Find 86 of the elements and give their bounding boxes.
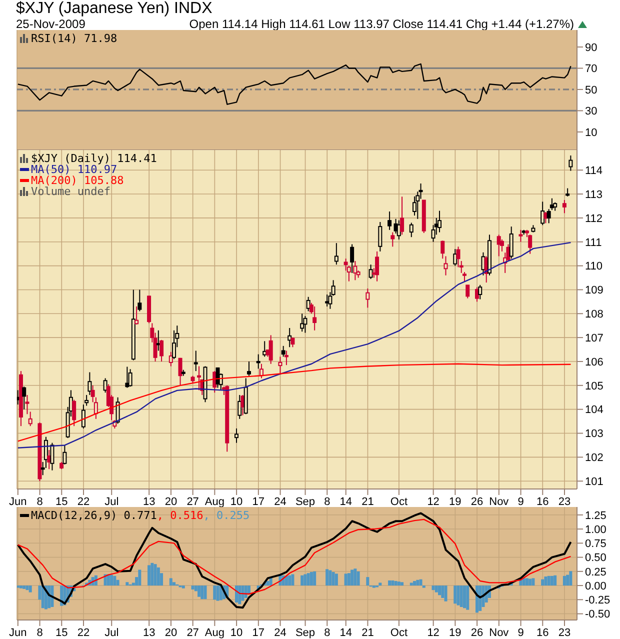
x-tick-label: Nov — [489, 496, 510, 508]
x-tick-label: Sep — [295, 626, 316, 639]
x-tick-label: 20 — [164, 626, 178, 639]
x-tick-label: 24 — [274, 496, 286, 508]
y-tick-label: 110 — [585, 260, 603, 273]
x-tick-label: 23 — [558, 496, 571, 508]
x-tick-label: 21 — [362, 496, 374, 508]
x-tick-label: 17 — [252, 496, 265, 508]
x-tick-label: 8 — [36, 496, 43, 508]
y-tick-label: 0.00 — [585, 580, 606, 592]
x-tick-label: 13 — [142, 626, 156, 639]
x-tick-label: 13 — [142, 496, 156, 508]
x-tick-label: 14 — [340, 626, 352, 639]
text: , 0.255 — [203, 509, 250, 522]
x-tick-label: 27 — [186, 626, 199, 639]
y-tick-label: 109 — [585, 284, 604, 297]
x-tick-label: Aug — [204, 626, 224, 639]
text: $XJY (Daily) 114.41 — [31, 152, 157, 165]
legend-label: MACD(12,26,9) 0.771 — [31, 509, 157, 522]
annotation: Open 114.14 High 114.61 Low 113.97 Close 114.41 Chg +1.44 (+1.27%) — [189, 17, 574, 31]
y-tick-label: 104 — [585, 404, 604, 416]
x-tick-label: 15 — [56, 626, 68, 639]
chart-title: $XJY (Japanese Yen) INDX — [16, 0, 212, 18]
y-tick-label: 106 — [585, 356, 604, 368]
x-tick-label: 9 — [518, 496, 524, 508]
x-tick-label: 22 — [77, 626, 90, 639]
series-label: , 0.516 — [156, 509, 204, 522]
x-tick-label: 16 — [536, 496, 549, 508]
legend-label: MA(50) 110.97 — [31, 163, 118, 176]
y-tick-label: 105 — [585, 380, 604, 392]
x-tick-label: 8 — [324, 496, 330, 508]
y-tick-label: 50 — [585, 84, 598, 96]
x-tick-label: 17 — [252, 626, 265, 639]
y-tick-label: 10 — [585, 126, 598, 139]
y-tick-label: -0.25 — [585, 594, 610, 607]
y-tick-label: 1.25 — [585, 510, 606, 522]
x-tick-label: 12 — [427, 496, 440, 508]
x-tick-label: 27 — [186, 496, 199, 508]
y-tick-label: 112 — [585, 212, 603, 225]
y-tick-label: -0.50 — [585, 608, 610, 621]
x-tick-label: Sep — [295, 496, 316, 508]
chart-subtitle: 25-Nov-2009 — [16, 17, 86, 31]
x-tick-label: 14 — [340, 496, 352, 508]
x-tick-label: 19 — [449, 626, 462, 639]
x-tick-label: 10 — [230, 626, 243, 639]
y-tick-label: 30 — [585, 106, 598, 118]
x-tick-label: 23 — [558, 626, 571, 639]
x-tick-label: 10 — [230, 496, 243, 508]
x-tick-label: Oct — [390, 626, 408, 639]
x-tick-label: Oct — [390, 496, 408, 508]
x-tick-label: Jul — [104, 496, 119, 508]
x-tick-label: Nov — [489, 626, 510, 639]
legend-label: MA(200) 105.88 — [31, 174, 124, 187]
x-tick-label: Jun — [9, 626, 27, 639]
y-tick-label: 108 — [585, 308, 604, 321]
x-tick-label: 9 — [518, 626, 524, 639]
x-tick-label: 15 — [56, 496, 68, 508]
y-tick-label: 107 — [585, 332, 604, 344]
y-tick-label: 0.75 — [585, 538, 606, 550]
x-tick-label: 21 — [362, 626, 374, 639]
x-tick-label: 26 — [470, 496, 484, 508]
x-tick-label: 8 — [36, 626, 43, 639]
y-tick-label: 103 — [585, 428, 604, 440]
y-tick-label: 90 — [585, 42, 598, 54]
x-tick-label: Jul — [104, 626, 119, 639]
y-tick-label: 101 — [585, 476, 604, 488]
x-tick-label: 24 — [274, 626, 286, 639]
x-tick-label: 12 — [427, 626, 440, 639]
x-tick-label: 20 — [164, 496, 178, 508]
y-tick-label: 111 — [585, 236, 602, 249]
x-tick-label: 22 — [77, 496, 90, 508]
x-tick-label: Aug — [204, 496, 224, 508]
y-tick-label: 114 — [585, 165, 603, 177]
y-tick-label: 1.00 — [585, 524, 606, 536]
y-tick-label: 0.25 — [585, 566, 606, 578]
x-tick-label: Jun — [9, 496, 27, 508]
y-tick-label: 0.50 — [585, 552, 606, 564]
text: RSI(14) 71.98 — [31, 32, 118, 45]
annotation: Volume undef — [31, 185, 110, 198]
x-tick-label: 16 — [536, 626, 549, 639]
y-tick-label: 113 — [585, 188, 603, 201]
y-tick-label: 70 — [585, 63, 598, 76]
y-tick-label: 102 — [585, 452, 604, 464]
x-tick-label: 8 — [324, 626, 330, 639]
x-tick-label: 26 — [470, 626, 484, 639]
x-tick-label: 19 — [449, 496, 462, 508]
